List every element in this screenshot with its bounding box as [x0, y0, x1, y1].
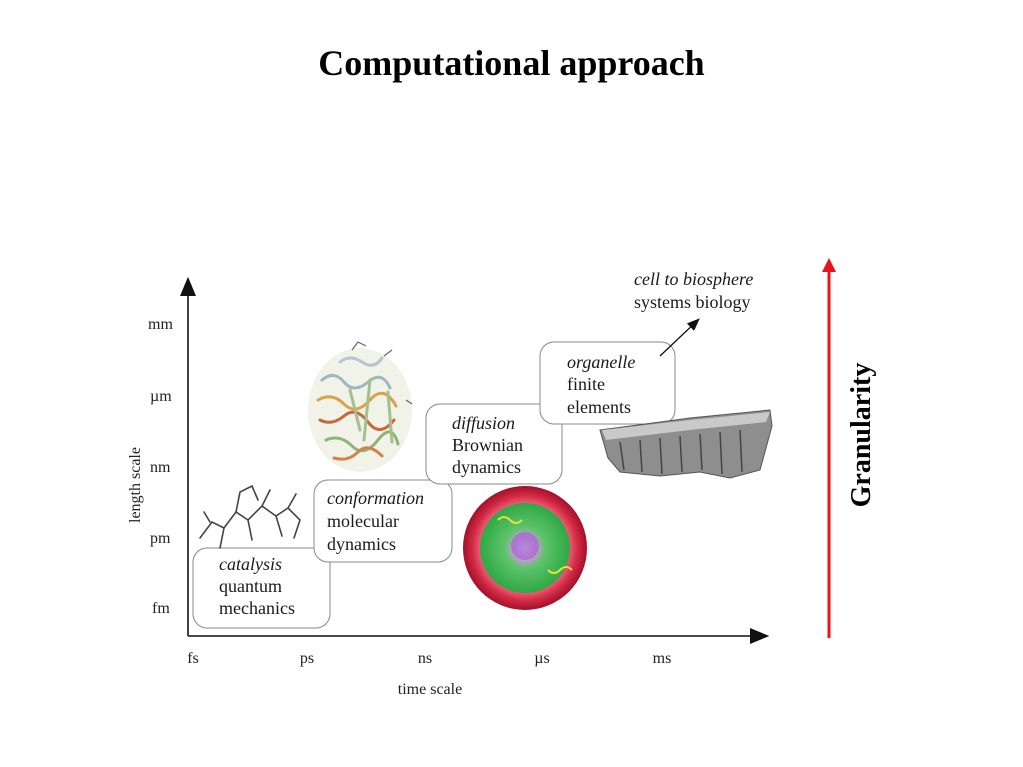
- box-conformation: [313, 479, 453, 563]
- box-conformation-line2: dynamics: [327, 534, 396, 554]
- y-tick-pm: pm: [150, 530, 171, 547]
- x-tick-ps: ps: [300, 650, 314, 667]
- y-axis-label: length scale: [127, 447, 144, 523]
- x-tick-us: µs: [534, 650, 549, 667]
- outer-label-italic: cell to biosphere: [634, 269, 753, 289]
- x-tick-ns: ns: [418, 650, 432, 667]
- box-organelle-italic: organelle: [567, 352, 635, 372]
- y-tick-mm: mm: [148, 316, 173, 333]
- granularity-arrowhead: [822, 258, 836, 272]
- box-conformation-line1: molecular: [327, 511, 399, 531]
- granularity-label: Granularity: [846, 363, 877, 508]
- box-catalysis-line1: quantum: [219, 576, 282, 596]
- box-catalysis-italic: catalysis: [219, 554, 282, 574]
- box-diffusion-line2: dynamics: [452, 457, 521, 477]
- cell-sphere-illustration: [463, 486, 587, 610]
- box-conformation-italic: conformation: [327, 488, 424, 508]
- y-tick-nm: nm: [150, 459, 171, 476]
- slide-title: Computational approach: [318, 43, 705, 83]
- y-tick-fm: fm: [152, 600, 170, 617]
- box-organelle: [539, 341, 676, 425]
- y-tick-um: µm: [150, 388, 172, 405]
- x-axis-label: time scale: [398, 681, 462, 698]
- protein-illustration: [308, 341, 413, 472]
- box-diffusion-italic: diffusion: [452, 413, 515, 433]
- box-catalysis-line2: mechanics: [219, 598, 295, 618]
- box-catalysis: [192, 547, 331, 629]
- box-organelle-line2: elements: [567, 397, 631, 417]
- outer-label-line1: systems biology: [634, 292, 751, 312]
- organelle-structure-illustration: [599, 409, 773, 479]
- box-organelle-line1: finite: [567, 374, 605, 394]
- x-tick-ms: ms: [653, 650, 672, 667]
- box-diffusion: [425, 403, 563, 485]
- x-tick-fs: fs: [187, 650, 199, 667]
- outer-arrow: [659, 318, 700, 357]
- box-diffusion-line1: Brownian: [452, 435, 523, 455]
- small-molecule-illustration: [199, 484, 301, 549]
